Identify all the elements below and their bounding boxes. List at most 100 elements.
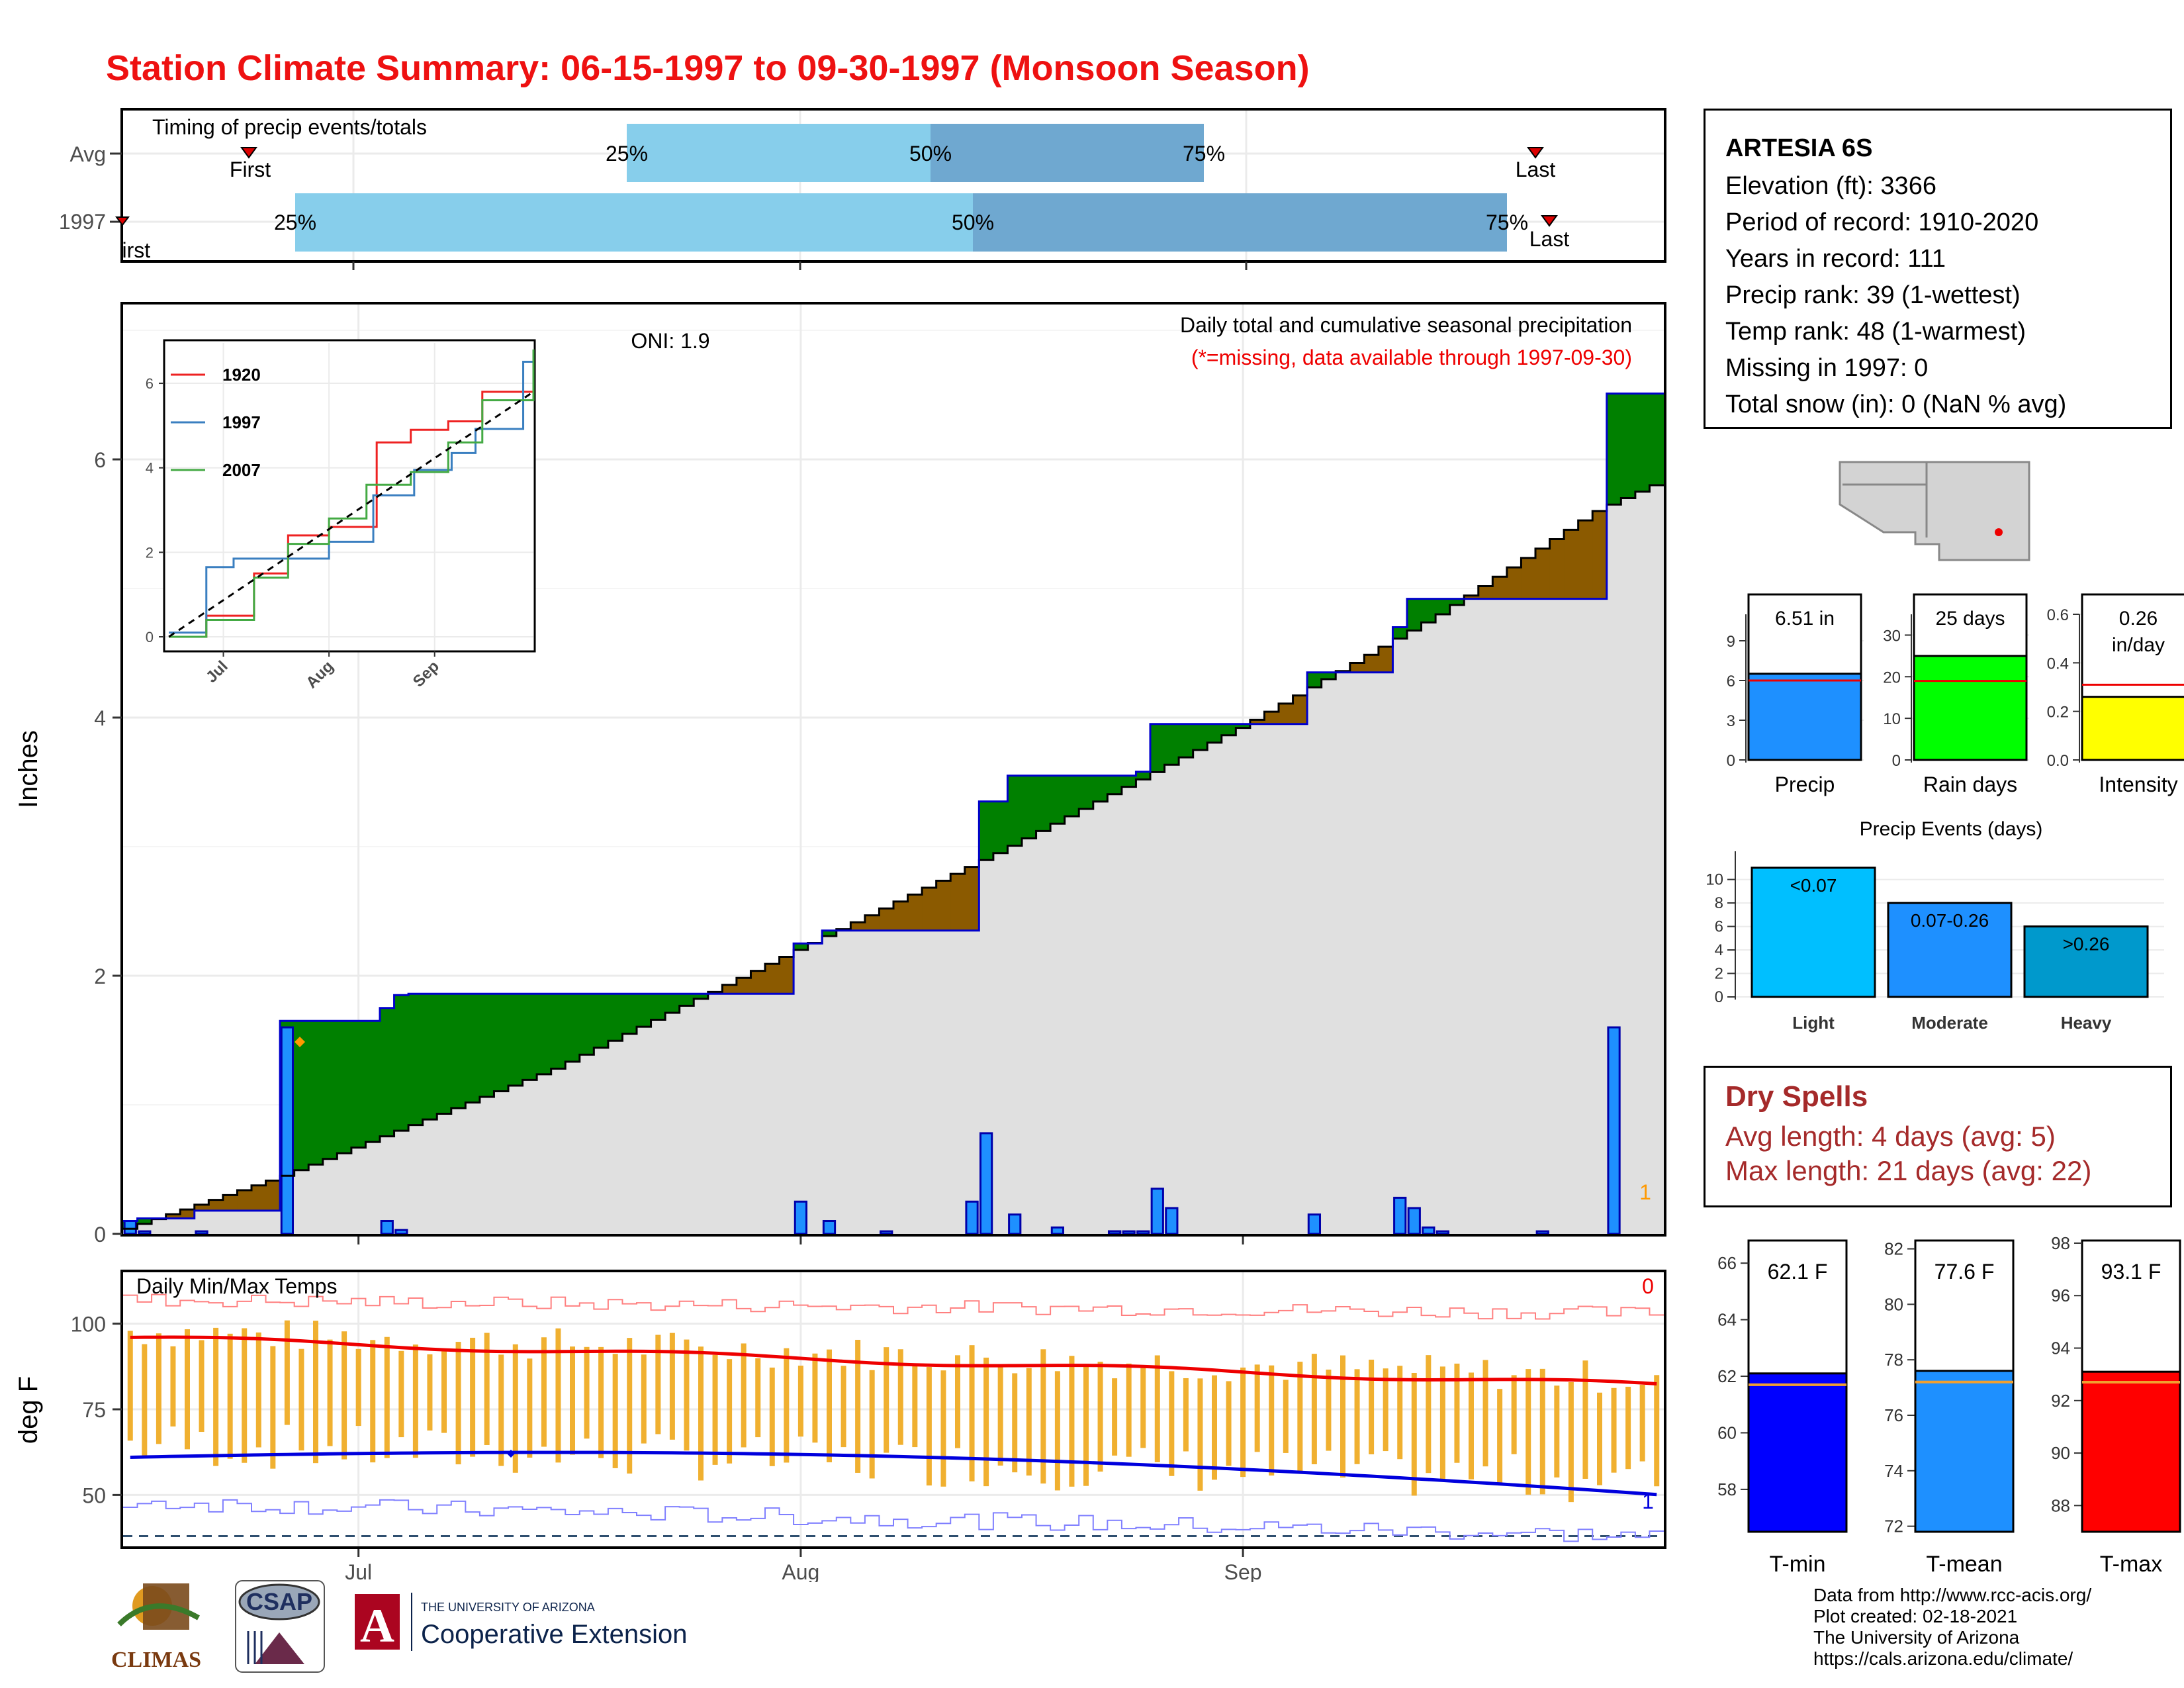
mini-value: 6.51 in [1775,608,1835,630]
temp-bar [255,1332,261,1448]
temp-bar [627,1338,633,1474]
avg-last-label: Last [1516,158,1556,181]
temp-ytick-label: 74 [1884,1461,1903,1481]
temp-bar [1511,1375,1517,1454]
temp-ytick-label: 66 [1717,1253,1737,1273]
temp-bar [1297,1362,1303,1473]
temp-bar [1525,1369,1531,1495]
temp-bar [1625,1386,1631,1470]
temp-bar [555,1328,561,1463]
above-avg-fill [437,994,452,1114]
footer-line: The University of Arizona [1813,1627,2020,1648]
above-avg-fill [1164,724,1179,765]
tmin-missing-count: 1 [1642,1489,1654,1513]
dry-spells-box: Dry Spells Avg length: 4 days (avg: 5) M… [1704,1066,2172,1207]
precip-ylabel: Inches [14,730,43,808]
above-avg-fill [451,994,466,1109]
station-line: Total snow (in): 0 (NaN % avg) [1725,391,2067,418]
mini-value-unit: in/day [2112,634,2165,656]
precip-bar [1407,1207,1421,1235]
location-map [1839,461,2030,561]
temp-bar [1582,1360,1588,1479]
mini-chart-rain-days: 0 10 20 30 25 days Rain days [1883,593,2029,796]
temp-bar [1112,1378,1118,1456]
above-avg-fill [1136,771,1151,780]
above-avg-fill [351,1021,366,1148]
temp-bar [1169,1371,1175,1476]
below-avg-fill [864,915,880,931]
legend-label-1920: 1920 [222,365,261,385]
yr-first-marker [115,216,130,226]
above-avg-fill [594,994,609,1048]
above-avg-fill [1193,724,1208,750]
above-avg-fill [608,994,623,1041]
mini-bar [2081,696,2184,761]
mini-label: Precip [1775,773,1835,796]
cloud-icon [238,1583,320,1620]
temp-bar [884,1347,889,1453]
temp-bar [512,1344,518,1473]
event-bar-range: >0.26 [2063,934,2110,955]
temp-bar [484,1333,490,1445]
below-avg-fill [251,1185,267,1211]
temp-bar [1311,1354,1317,1465]
temp-bar [897,1349,903,1445]
above-avg-fill [979,801,994,861]
below-avg-fill [850,922,866,931]
above-avg-fill [1022,775,1037,839]
mini-ytick-label: 3 [1727,712,1735,730]
temp-label: T-max [2100,1552,2162,1577]
above-avg-fill [565,994,580,1062]
below-avg-fill [1378,647,1393,673]
temp-bar [969,1345,975,1481]
temp-chart-t-mean: 72 74 76 78 80 82 77.6 F T-mean [1884,1239,2015,1577]
temp-bar [1240,1367,1246,1477]
temp-bar [355,1348,361,1427]
temp-bar [1411,1373,1417,1496]
temp-bar [612,1354,618,1468]
temp-bar [655,1335,661,1434]
temp-ytick-label: 80 [1884,1294,1903,1314]
temp-bar [142,1344,148,1456]
temp-bar [855,1340,861,1473]
mini-ytick-label: 0.6 [2047,606,2069,624]
precip-bar [1307,1213,1322,1235]
above-avg-fill [1392,627,1408,639]
temp-bar [1197,1378,1203,1491]
inset-line-2007 [169,350,535,638]
below-avg-fill [1506,567,1522,599]
year-cumulative-line [123,393,1664,1222]
below-avg-fill [237,1190,252,1211]
events-ytick-label: 0 [1715,988,1723,1006]
above-avg-fill [465,994,480,1103]
temp-bar [1026,1368,1032,1476]
below-avg-fill [879,908,894,931]
temp-bar [1183,1378,1189,1452]
timing-label: Timing of precip events/totals [152,115,427,139]
temp-bar [455,1342,461,1465]
yr-p25-label: 25% [274,211,316,234]
above-avg-fill [1007,775,1023,846]
above-avg-fill [380,1008,395,1137]
events-title: Precip Events (days) [1860,818,2043,840]
station-line: Missing in 1997: 0 [1725,354,1929,382]
above-avg-fill [551,994,566,1069]
event-bar-range: 0.07-0.26 [1911,910,1989,931]
precip-bar [1165,1207,1179,1235]
mini-chart-intensity: 0.0 0.2 0.4 0.6 0.26 in/day Intensity [2047,593,2184,796]
precip-ytick-label: 0 [94,1223,106,1244]
precip-bar [880,1230,893,1235]
temp-lines [123,1293,1664,1542]
temp-bar [1568,1382,1574,1503]
above-avg-fill [1621,393,1636,498]
precip-bar [1422,1226,1435,1235]
temp-bar [698,1346,704,1481]
temp-bar [313,1321,318,1464]
above-avg-fill [1321,672,1336,680]
above-avg-fill [137,1218,152,1224]
temp-ytick-label: 62 [1717,1366,1737,1386]
yr-p50-label: 50% [952,211,994,234]
event-bar-moderate [1887,902,2013,998]
temp-bar [812,1353,818,1443]
